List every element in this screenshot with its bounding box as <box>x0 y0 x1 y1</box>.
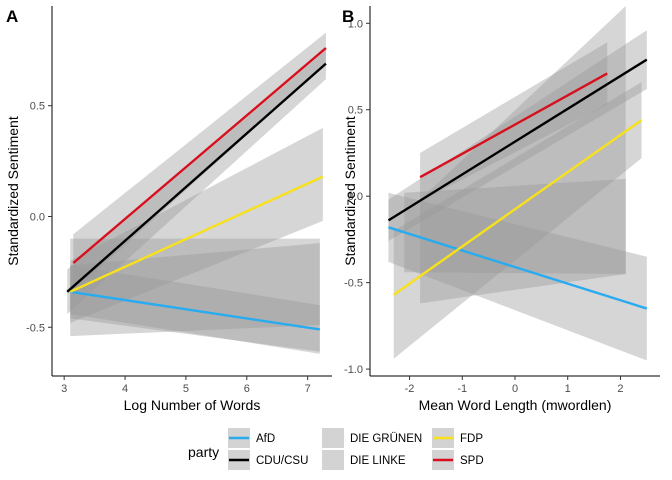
x-tick-label: 6 <box>244 383 250 395</box>
legend-key-die-linke <box>322 450 344 470</box>
confidence-band-afd <box>70 265 320 352</box>
x-tick-label: 4 <box>122 383 128 395</box>
x-tick-label: -1 <box>457 383 467 395</box>
confidence-band-cdu-csu <box>388 30 647 242</box>
panel-b: -2 -1 0 1 2 -1.0 -0.5 0.0 0.5 1.0 Mean Word Length… <box>342 6 660 413</box>
legend: party AfD CDU/CSU DIE GRÜNEN DIE LINKE FDP SPD <box>188 428 484 470</box>
series-line-spd <box>72 47 327 264</box>
y-axis-title: Standardized Sentiment <box>5 116 21 266</box>
confidence-band-die-gr-nen <box>420 6 626 304</box>
x-tick-label: 7 <box>305 383 311 395</box>
series-line-cdu-csu <box>387 58 648 222</box>
x-tick-label: 0 <box>512 383 518 395</box>
confidence-band-fdp <box>393 82 642 359</box>
series-line-afd <box>388 226 648 310</box>
y-tick-label: 0.5 <box>30 101 45 113</box>
x-axis-title: Mean Word Length (mwordlen) <box>419 397 612 413</box>
y-axis-title: Standardized Sentiment <box>342 116 358 266</box>
series-line-afd <box>70 290 321 331</box>
panel-tag: A <box>6 7 18 26</box>
legend-label-die-gr-nen: DIE GRÜNEN <box>350 433 422 445</box>
confidence-band-cdu-csu <box>67 50 326 314</box>
y-tick-label: 0.5 <box>348 105 363 117</box>
legend-label-fdp: FDP <box>460 433 483 445</box>
panel-tag: B <box>342 7 354 26</box>
panel-a: 3 4 5 6 7 -0.5 0.0 0.5 Log Number of Words Standa… <box>5 6 332 413</box>
confidence-band-die-linke <box>70 243 320 337</box>
y-tick-label: -1.0 <box>344 364 363 376</box>
y-tick-label: -0.5 <box>344 278 363 290</box>
legend-label-die-linke: DIE LINKE <box>350 455 406 467</box>
legend-title: party <box>188 444 219 460</box>
confidence-band-spd <box>420 42 608 202</box>
legend-key-die-gr-nen <box>322 428 344 448</box>
series-line-cdu-csu <box>66 62 327 293</box>
legend-label-spd: SPD <box>460 455 484 467</box>
x-axis-title: Log Number of Words <box>124 397 261 413</box>
series-line-spd <box>419 72 608 179</box>
y-tick-label: -0.5 <box>26 322 45 334</box>
x-tick-label: 1 <box>565 383 571 395</box>
x-tick-label: 3 <box>61 383 67 395</box>
y-tick-label: 1.0 <box>348 18 363 30</box>
series-line-fdp <box>69 175 324 293</box>
series-line-fdp <box>393 119 643 296</box>
legend-label-cdu-csu: CDU/CSU <box>256 455 308 467</box>
x-tick-label: -2 <box>405 383 415 395</box>
confidence-band-die-gr-nen <box>70 238 320 354</box>
confidence-band-fdp <box>70 127 323 323</box>
x-tick-label: 5 <box>183 383 189 395</box>
confidence-band-afd <box>388 192 647 361</box>
legend-label-afd: AfD <box>256 433 275 445</box>
y-tick-label: 0.0 <box>30 211 45 223</box>
confidence-band-spd <box>73 32 326 292</box>
y-tick-label: 0.0 <box>348 191 363 203</box>
x-tick-label: 2 <box>617 383 623 395</box>
